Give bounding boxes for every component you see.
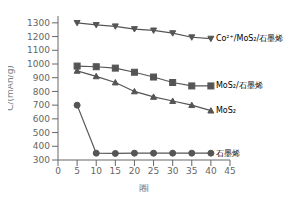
svg-text:0: 0 xyxy=(55,166,61,176)
svg-text:600: 600 xyxy=(33,114,50,124)
svg-text:15: 15 xyxy=(110,166,121,176)
svg-text:20: 20 xyxy=(129,166,141,176)
svg-text:1200: 1200 xyxy=(27,32,50,42)
svg-text:1000: 1000 xyxy=(27,59,50,69)
svg-text:700: 700 xyxy=(33,100,50,110)
svg-text:石墨烯: 石墨烯 xyxy=(216,149,240,158)
svg-text:10: 10 xyxy=(90,166,102,176)
svg-text:Co²⁺/MoS₂/石墨烯: Co²⁺/MoS₂/石墨烯 xyxy=(216,34,283,43)
svg-text:900: 900 xyxy=(33,73,50,83)
svg-text:圈: 圈 xyxy=(139,183,149,192)
svg-text:45: 45 xyxy=(224,166,235,176)
svg-text:30: 30 xyxy=(167,166,179,176)
svg-text:800: 800 xyxy=(33,87,50,97)
svg-text:400: 400 xyxy=(33,141,50,151)
svg-text:35: 35 xyxy=(186,166,197,176)
svg-text:25: 25 xyxy=(148,166,159,176)
svg-text:5: 5 xyxy=(74,166,80,176)
svg-text:MoS₂/石墨烯: MoS₂/石墨烯 xyxy=(216,81,263,90)
svg-text:1300: 1300 xyxy=(27,18,50,28)
svg-text:C/(mAh/g): C/(mAh/g) xyxy=(8,65,15,111)
svg-text:MoS₂: MoS₂ xyxy=(216,106,236,115)
svg-text:300: 300 xyxy=(33,155,50,165)
svg-text:40: 40 xyxy=(205,166,217,176)
svg-text:500: 500 xyxy=(33,128,50,138)
svg-text:1100: 1100 xyxy=(27,45,50,55)
